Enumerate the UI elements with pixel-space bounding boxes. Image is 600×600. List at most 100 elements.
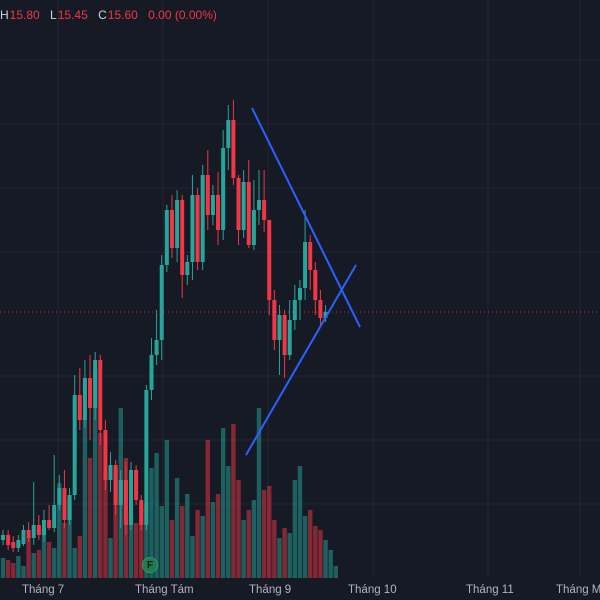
candle[interactable] [129, 462, 133, 530]
candle-body [205, 175, 210, 215]
volume-bar [128, 513, 134, 578]
candle-body [52, 505, 57, 528]
candle[interactable] [88, 355, 93, 440]
candle[interactable] [139, 495, 144, 530]
candle[interactable] [292, 285, 297, 330]
triangle-trendlines[interactable] [245, 107, 361, 456]
candle-body [123, 480, 128, 525]
candle[interactable] [154, 310, 159, 365]
candle[interactable] [246, 160, 251, 248]
candle[interactable] [93, 352, 98, 420]
candle-body [154, 340, 159, 355]
volume-bar [52, 548, 57, 578]
candle[interactable] [313, 262, 318, 315]
candle[interactable] [210, 185, 215, 225]
volume-bar [313, 526, 318, 578]
candle[interactable] [308, 235, 313, 290]
candle[interactable] [303, 210, 308, 300]
candle[interactable] [98, 355, 103, 445]
candle[interactable] [205, 150, 210, 230]
candle[interactable] [257, 170, 261, 225]
candle[interactable] [318, 290, 323, 325]
candle[interactable] [113, 460, 118, 515]
volume-bar [77, 536, 82, 578]
candle[interactable] [175, 190, 180, 262]
volume-bar [108, 538, 113, 578]
candle[interactable] [221, 130, 226, 240]
candle-body [11, 542, 16, 548]
candle[interactable] [6, 530, 11, 550]
volume-bar [62, 523, 67, 578]
candle[interactable] [82, 360, 87, 428]
candle-body [108, 465, 113, 480]
candle[interactable] [57, 475, 62, 510]
candlesticks[interactable] [1, 100, 328, 552]
candle[interactable] [21, 525, 26, 546]
candle[interactable] [149, 338, 154, 400]
candle-body [185, 262, 190, 275]
volume-bar [251, 500, 257, 578]
volume-bar [277, 538, 282, 578]
candle-body [26, 530, 31, 538]
candle[interactable] [200, 165, 205, 270]
candle[interactable] [164, 205, 169, 272]
candle[interactable] [36, 515, 41, 540]
candle-body [272, 300, 277, 340]
candle-body [175, 200, 180, 248]
candle[interactable] [31, 482, 36, 545]
candle[interactable] [134, 465, 139, 505]
event-marker-f[interactable]: F [142, 557, 158, 573]
candle[interactable] [103, 420, 108, 490]
candle[interactable] [11, 536, 16, 552]
candle-body [93, 360, 98, 408]
candle[interactable] [272, 290, 277, 350]
low-value: 15.45 [57, 8, 88, 22]
candle[interactable] [72, 375, 77, 500]
candle[interactable] [77, 368, 82, 430]
trendline-lower[interactable] [245, 264, 357, 456]
candle[interactable] [41, 510, 46, 542]
candle[interactable] [185, 255, 190, 285]
volume-bars [0, 368, 338, 578]
candle[interactable] [226, 105, 231, 170]
candle[interactable] [216, 172, 221, 245]
candle[interactable] [287, 300, 292, 360]
candle[interactable] [52, 455, 57, 532]
candle[interactable] [47, 505, 52, 530]
candle[interactable] [144, 385, 149, 530]
candle[interactable] [180, 195, 185, 298]
candle[interactable] [123, 462, 128, 535]
candle[interactable] [267, 220, 272, 315]
candle[interactable] [251, 180, 256, 250]
candle[interactable] [118, 470, 123, 528]
candle[interactable] [62, 470, 67, 528]
candle[interactable] [169, 195, 174, 258]
candle[interactable] [241, 170, 246, 238]
candle[interactable] [67, 488, 72, 525]
volume-bar [302, 516, 308, 578]
volume-bar [139, 503, 144, 578]
candle[interactable] [231, 100, 236, 185]
candle[interactable] [108, 452, 113, 492]
candle[interactable] [190, 175, 195, 280]
volume-bar [185, 494, 190, 578]
candle[interactable] [282, 310, 287, 378]
candle[interactable] [297, 280, 302, 320]
candle-body [200, 175, 205, 262]
month-label-jul: Tháng 7 [22, 584, 65, 596]
candle[interactable] [236, 175, 241, 245]
volume-bar [5, 560, 11, 578]
candle[interactable] [277, 305, 282, 375]
candle-body [1, 535, 5, 540]
candle[interactable] [159, 255, 164, 360]
candle[interactable] [262, 170, 267, 232]
candle[interactable] [1, 530, 5, 545]
candle[interactable] [26, 522, 31, 542]
candle[interactable] [16, 535, 21, 552]
volume-bar [231, 424, 236, 578]
volume-bar [133, 523, 139, 578]
candle-body [318, 300, 323, 318]
candle[interactable] [195, 188, 200, 270]
